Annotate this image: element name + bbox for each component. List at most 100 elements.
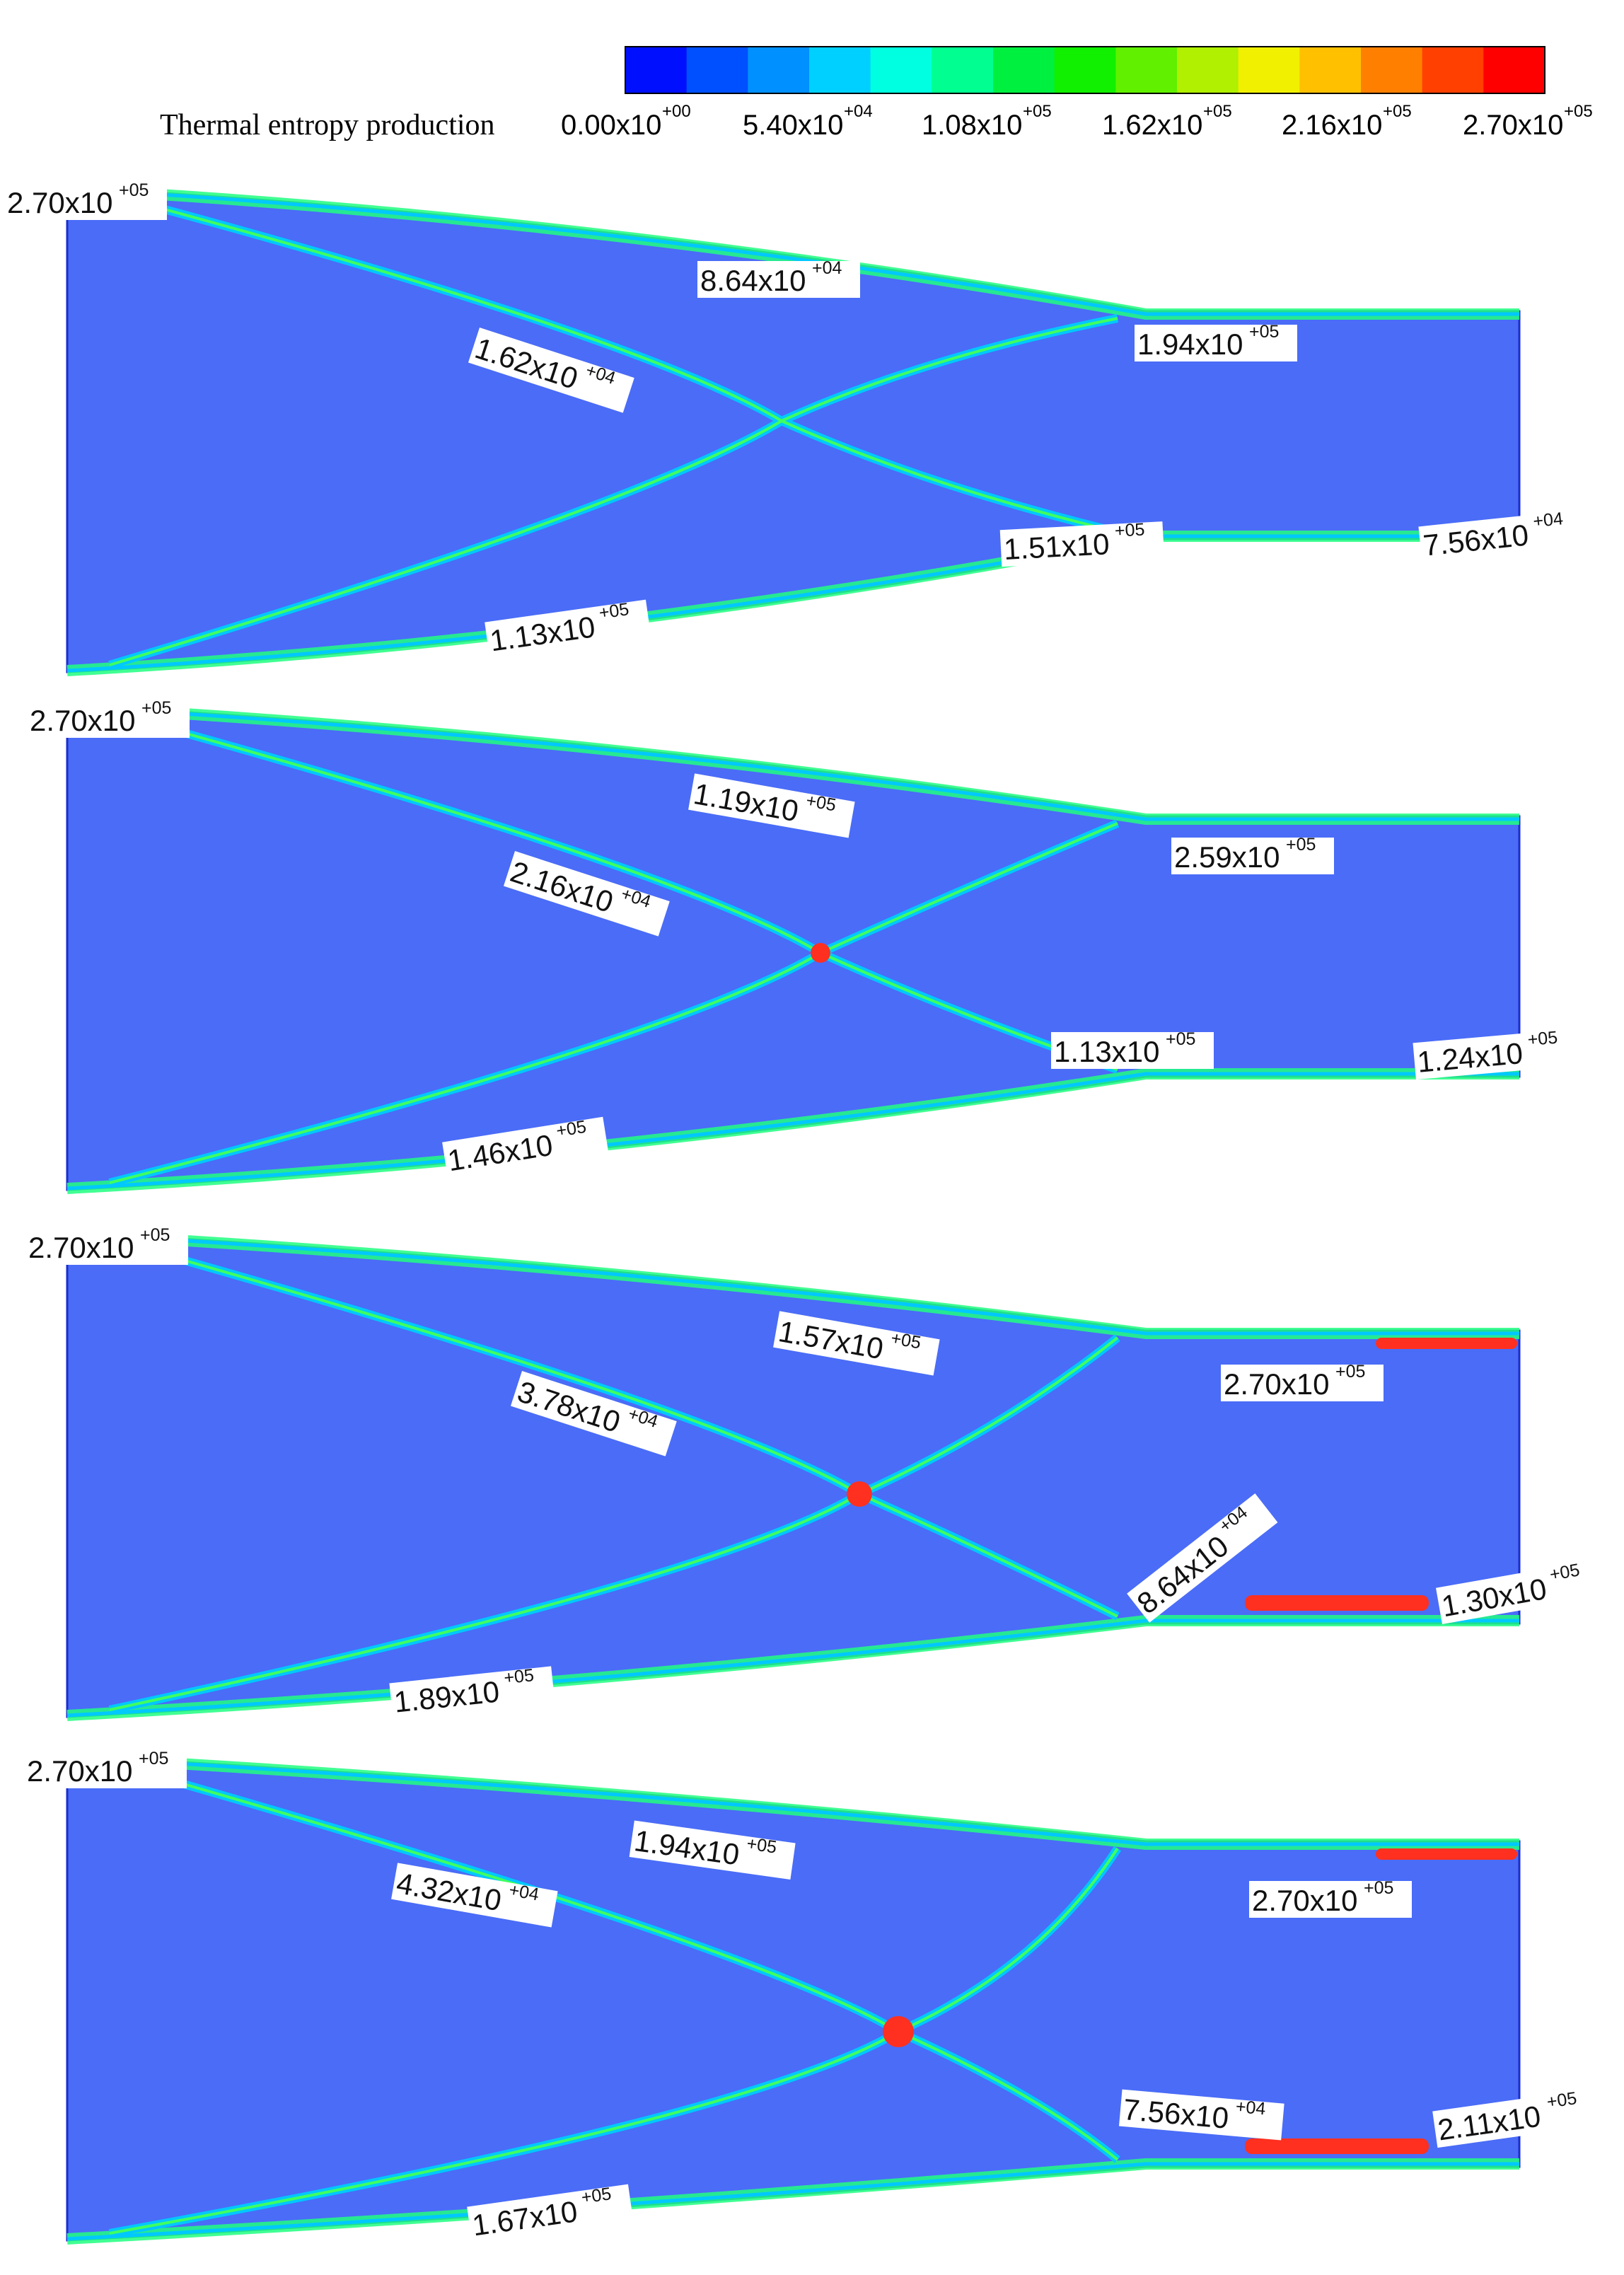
upper-wall-edge bbox=[66, 1232, 1519, 1336]
flow-domain bbox=[66, 704, 1521, 1191]
contour-value-label: 2.70x10 +05 bbox=[4, 180, 167, 220]
label-mantissa: 8.64x10 bbox=[700, 264, 806, 297]
label-exponent: +05 bbox=[1335, 1362, 1365, 1382]
tick-exponent: +05 bbox=[1203, 102, 1232, 121]
label-background bbox=[773, 1311, 940, 1376]
tick-mantissa: 2.70x10 bbox=[1463, 110, 1563, 141]
label-exponent: +04 bbox=[812, 258, 842, 278]
colorbar-tick-label: 2.70x10 +05 bbox=[1463, 102, 1593, 141]
tick-exponent: +05 bbox=[1383, 102, 1412, 121]
label-background bbox=[999, 521, 1165, 567]
oblique-shock-2-core bbox=[109, 1847, 1119, 2235]
colorbar-swatch bbox=[809, 47, 871, 93]
label-exponent: +05 bbox=[1364, 1878, 1393, 1898]
label-exponent: +05 bbox=[746, 1834, 778, 1858]
colorbar-swatch bbox=[1238, 47, 1300, 93]
label-background bbox=[1135, 325, 1297, 361]
colorbar-swatch bbox=[932, 47, 994, 93]
label-background bbox=[629, 1820, 796, 1880]
label-background bbox=[391, 1863, 558, 1928]
label-mantissa: 2.70x10 bbox=[1252, 1884, 1357, 1917]
oblique-shock-2-core bbox=[109, 822, 1118, 1184]
label-mantissa: 2.70x10 bbox=[27, 1754, 132, 1788]
contour-value-label: 2.70x10 +05 bbox=[1221, 1362, 1384, 1401]
colorbar-frame bbox=[625, 46, 1545, 94]
colorbar-title: Thermal entropy production bbox=[160, 109, 495, 141]
contour-panel: 2.70x10 +051.94x10 +054.32x10 +04 2.70x10 +05… bbox=[24, 1749, 1599, 2245]
tick-mantissa: 1.08x10 bbox=[922, 110, 1022, 141]
label-exponent: +04 bbox=[1235, 2097, 1267, 2119]
colorbar-swatch bbox=[1299, 47, 1362, 93]
label-background bbox=[697, 261, 860, 298]
label-exponent: +05 bbox=[1545, 2088, 1578, 2112]
flow-domain bbox=[66, 1231, 1521, 1718]
tick-exponent: +05 bbox=[1023, 102, 1052, 121]
colorbar-tick-label: 5.40x10 +04 bbox=[743, 102, 873, 141]
label-background bbox=[467, 2184, 634, 2244]
label-background bbox=[1249, 1881, 1412, 1918]
colorbar-tick-labels: 0.00x10 +00 5.40x10 +04 1.08x10 +05 1.62x10 +05… bbox=[561, 102, 1593, 141]
colorbar-swatch bbox=[1054, 47, 1116, 93]
label-exponent: +05 bbox=[598, 599, 630, 623]
label-exponent: +05 bbox=[555, 1117, 587, 1141]
oblique-shock-1-core bbox=[109, 1761, 1119, 2161]
label-background bbox=[485, 599, 651, 659]
tick-mantissa: 0.00x10 bbox=[561, 110, 661, 141]
contour-panel: 2.70x10 +051.19x10 +052.16x10 +042.59x10 +05… bbox=[27, 698, 1579, 1194]
colorbar-swatch bbox=[1177, 47, 1239, 93]
contour-value-label: 2.70x10 +05 bbox=[25, 1225, 188, 1265]
hot-streak-lower bbox=[1245, 2138, 1429, 2154]
label-background bbox=[1432, 2088, 1599, 2148]
tick-mantissa: 5.40x10 bbox=[743, 110, 843, 141]
label-background bbox=[24, 1752, 187, 1788]
label-exponent: +05 bbox=[580, 2184, 613, 2208]
hot-streak-lower bbox=[1245, 1595, 1429, 1611]
label-mantissa: 2.70x10 bbox=[7, 186, 112, 219]
label-exponent: +05 bbox=[140, 1225, 170, 1245]
shock-intersection bbox=[883, 2016, 914, 2047]
label-background bbox=[510, 1371, 677, 1457]
label-exponent: +05 bbox=[1114, 520, 1145, 541]
lower-wall-edge bbox=[66, 1072, 1519, 1191]
hot-streak-upper bbox=[1376, 1848, 1517, 1860]
colorbar: Thermal entropy production 0.00x10 +00 5.4… bbox=[160, 46, 1593, 141]
label-background bbox=[1436, 1559, 1603, 1624]
oblique-shock-2-core bbox=[109, 317, 1118, 666]
colorbar-tick-label: 0.00x10 +00 bbox=[561, 102, 691, 141]
label-background bbox=[1127, 1493, 1278, 1623]
label-exponent: +05 bbox=[1166, 1029, 1195, 1049]
upper-wall-edge bbox=[66, 705, 1519, 821]
colorbar-swatch bbox=[1115, 47, 1178, 93]
label-background bbox=[503, 851, 670, 937]
contour-panel: 2.70x10 +058.64x10 +041.62x10 +041.94x10 +05… bbox=[4, 180, 1584, 676]
lower-wall-edge bbox=[66, 1619, 1519, 1718]
colorbar-swatch bbox=[748, 47, 810, 93]
colorbar-swatch bbox=[625, 47, 688, 93]
label-exponent: +04 bbox=[1532, 509, 1564, 531]
label-exponent: +05 bbox=[119, 180, 149, 200]
colorbar-swatch bbox=[870, 47, 932, 93]
contour-value-label: 1.24x10 +05 bbox=[1413, 1028, 1579, 1080]
tick-exponent: +00 bbox=[662, 102, 691, 121]
contour-panels: 2.70x10 +058.64x10 +041.62x10 +041.94x10 +05… bbox=[4, 180, 1603, 2245]
upper-wall-edge bbox=[66, 187, 1519, 316]
colorbar-swatches bbox=[625, 47, 1545, 93]
oblique-shock-1-core bbox=[109, 1238, 1118, 1618]
contour-value-label: 2.70x10 +05 bbox=[24, 1749, 187, 1788]
colorbar-swatch bbox=[1483, 47, 1545, 93]
label-background bbox=[1051, 1032, 1214, 1069]
upper-wall-edge bbox=[66, 1755, 1519, 1846]
shock-intersection bbox=[847, 1481, 872, 1507]
label-background bbox=[1171, 838, 1334, 874]
label-background bbox=[1413, 1029, 1579, 1080]
label-background bbox=[27, 701, 190, 738]
label-exponent: +05 bbox=[1286, 835, 1316, 855]
contour-value-label: 1.51x10 +05 bbox=[999, 520, 1165, 567]
contour-value-label: 1.13x10 +05 bbox=[1051, 1029, 1214, 1069]
label-mantissa: 1.51x10 bbox=[1003, 527, 1110, 566]
contour-value-label: 1.94x10 +05 bbox=[629, 1820, 796, 1880]
label-background bbox=[1418, 509, 1584, 564]
colorbar-swatch bbox=[686, 47, 748, 93]
label-exponent: +05 bbox=[1249, 322, 1279, 342]
